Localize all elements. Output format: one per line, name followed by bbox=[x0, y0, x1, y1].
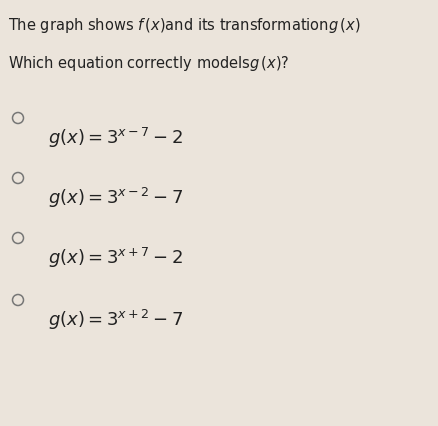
Text: $g(x) = 3^{x+7} - 2$: $g(x) = 3^{x+7} - 2$ bbox=[48, 246, 183, 270]
Text: $g(x) = 3^{x-7} - 2$: $g(x) = 3^{x-7} - 2$ bbox=[48, 126, 183, 150]
Text: The graph shows $f\,(x)$and its transformation$g\,(x)$: The graph shows $f\,(x)$and its transfor… bbox=[8, 16, 360, 35]
Text: $g(x) = 3^{x-2} - 7$: $g(x) = 3^{x-2} - 7$ bbox=[48, 186, 184, 210]
Text: Which equation correctly models$g\,(x)$?: Which equation correctly models$g\,(x)$? bbox=[8, 54, 290, 73]
Text: $g(x) = 3^{x+2} - 7$: $g(x) = 3^{x+2} - 7$ bbox=[48, 308, 184, 332]
